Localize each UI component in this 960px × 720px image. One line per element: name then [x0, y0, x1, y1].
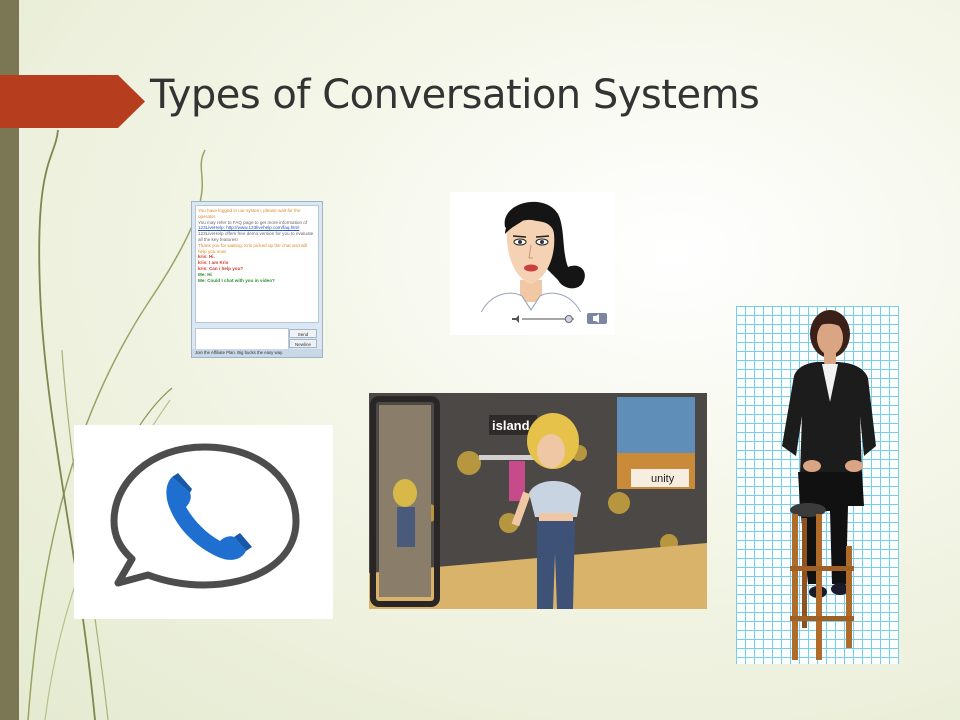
animated-avatar-face-icon	[450, 201, 615, 335]
chat-line: 123LiveHelp: http://www.123livehelp.com/…	[198, 225, 300, 231]
seated-3d-woman-on-stool-icon	[782, 310, 876, 660]
chat-line: You may refer to FAQ page to get more in…	[198, 219, 308, 225]
volume-slider-knob	[564, 315, 573, 323]
slide-title: Types of Conversation Systems	[150, 72, 760, 118]
live-chat-screenshot: You have logged in our system, please wa…	[191, 201, 323, 358]
chat-input	[195, 328, 289, 350]
newline-button: Newline	[289, 339, 317, 348]
chat-line: kris: Can i help you?	[198, 265, 244, 271]
virtual-world-scene: island unity	[369, 393, 707, 609]
phone-speech-bubble-icon	[110, 443, 300, 589]
chat-line: Thank you for waiting. Kris picked up th…	[198, 242, 308, 254]
chat-log: You have logged in our system, please wa…	[195, 205, 319, 323]
title-arrow-tab	[0, 75, 145, 128]
chat-line: Me: Hi	[198, 271, 212, 277]
chat-line: kris: I am Kris	[198, 260, 229, 266]
unity-logo: unity	[651, 473, 675, 485]
chat-line: kris: Hi.	[198, 254, 215, 260]
chat-line: Me: Could I chat with you in video?	[198, 277, 275, 283]
chat-footer: Join the Affiliate Plan. Big bucks the e…	[192, 349, 322, 357]
avatar-face-image	[450, 192, 615, 335]
chat-line: 123LiveHelp offers free demo version for…	[198, 231, 314, 242]
island-sign: island	[492, 418, 530, 433]
left-accent-bar	[0, 0, 19, 720]
seated-3d-agent-image	[736, 306, 899, 664]
phone-bubble-image	[74, 425, 333, 619]
virtual-world-image: island unity	[369, 393, 707, 609]
speaker-icon	[512, 315, 519, 323]
chat-line: You have logged in our system, please wa…	[198, 208, 301, 219]
send-button: Send	[289, 329, 317, 338]
